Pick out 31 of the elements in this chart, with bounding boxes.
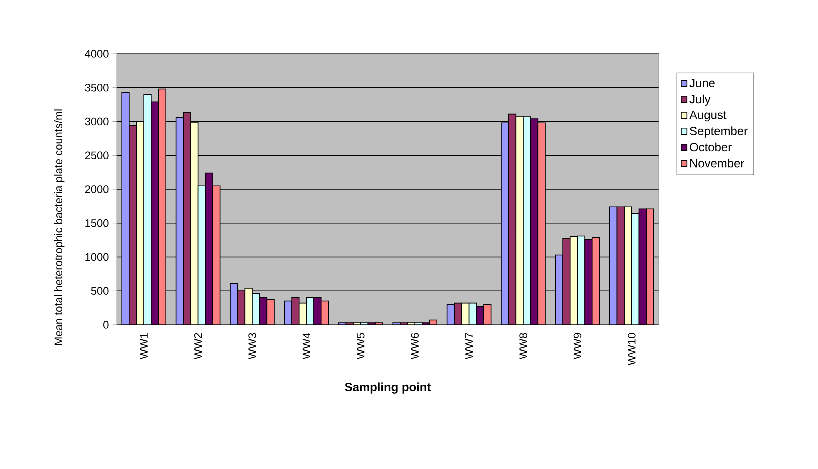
x-tick-label: WW9 — [574, 333, 582, 360]
bar — [508, 114, 517, 325]
x-tick-label: WW1 — [140, 333, 148, 360]
legend-label: July — [690, 94, 711, 106]
y-tick-label: 1000 — [86, 253, 109, 262]
legend-label: September — [690, 126, 748, 138]
bar — [237, 290, 246, 325]
y-tick-label: 0 — [104, 321, 109, 329]
x-tick-label: WW4 — [302, 333, 310, 360]
legend-label: June — [690, 79, 715, 88]
y-tick-label: 1500 — [86, 220, 109, 228]
y-tick-label: 2500 — [85, 152, 109, 160]
x-axis-title: Sampling point — [345, 382, 432, 394]
x-tick-label: WW2 — [194, 333, 202, 360]
y-tick-label: 3000 — [85, 118, 109, 126]
x-tick-label: WW7 — [466, 333, 474, 360]
legend-label: November — [690, 158, 744, 168]
y-tick-label: 500 — [91, 287, 109, 296]
y-tick-label: 2000 — [85, 186, 109, 194]
x-tick-label: WW8 — [520, 333, 528, 360]
x-tick-label: WW3 — [248, 333, 256, 360]
x-tick-label: WW5 — [357, 333, 365, 360]
bar — [259, 298, 268, 325]
y-tick-label: 3500 — [85, 84, 109, 92]
y-tick-label: 4000 — [85, 50, 109, 58]
legend-label: August — [690, 110, 727, 122]
y-axis-title: Mean total heterotrophic bacteria plate counts/ml — [54, 110, 65, 346]
x-tick-label: WW10 — [628, 333, 636, 366]
legend-label: October — [690, 142, 732, 152]
bar — [530, 118, 539, 325]
x-tick-label: WW6 — [411, 333, 419, 360]
